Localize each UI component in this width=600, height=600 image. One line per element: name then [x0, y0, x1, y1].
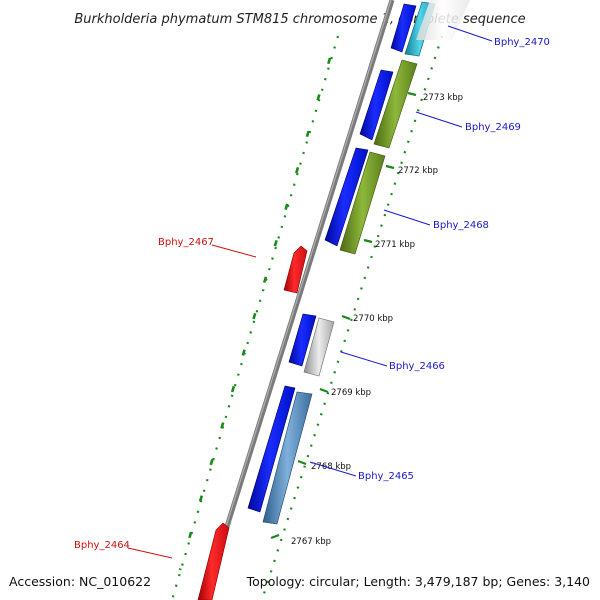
- gene-label-bphy-2464[interactable]: Bphy_2464: [74, 540, 130, 551]
- gene-bphy-2466[interactable]: [303, 317, 335, 377]
- gene-label-bphy-2466[interactable]: Bphy_2466: [389, 361, 445, 372]
- scale-label: 2768 kbp: [311, 462, 351, 472]
- scale-label: 2770 kbp: [353, 314, 393, 324]
- summary-text: Topology: circular; Length: 3,479,187 bp…: [246, 574, 590, 589]
- gene-bphy-2466-fwd[interactable]: [288, 313, 317, 367]
- gene-bphy-2465[interactable]: [262, 391, 313, 525]
- scale-label: 2767 kbp: [291, 537, 331, 547]
- gene-bphy-2464[interactable]: [197, 522, 230, 600]
- gene-label-bphy-2468[interactable]: Bphy_2468: [433, 220, 489, 231]
- scale-ticks: [270, 91, 417, 540]
- gene-bphy-2469[interactable]: [373, 59, 418, 149]
- outer-major-ticks: [178, 57, 332, 571]
- gene-label-bphy-2467[interactable]: Bphy_2467: [158, 237, 214, 248]
- gene-label-bphy-2465[interactable]: Bphy_2465: [358, 471, 414, 482]
- gene-bphy-2467[interactable]: [283, 245, 308, 294]
- gene-bphy-2470-fwd[interactable]: [390, 3, 417, 53]
- gene-label-bphy-2469[interactable]: Bphy_2469: [465, 122, 521, 133]
- backbone-highlight: [202, 0, 392, 600]
- gene-bphy-2468[interactable]: [339, 151, 386, 255]
- gene-bphy-2468-fwd[interactable]: [324, 147, 369, 247]
- gene-label-bphy-2470[interactable]: Bphy_2470: [494, 37, 550, 48]
- scale-label: 2771 kbp: [375, 240, 415, 250]
- scale-label: 2769 kbp: [331, 388, 371, 398]
- scale-label: 2772 kbp: [398, 166, 438, 176]
- scale-label: 2773 kbp: [423, 93, 463, 103]
- label-highlight-band: [416, 0, 470, 40]
- gene-bphy-2469-fwd[interactable]: [359, 69, 394, 141]
- accession-text: Accession: NC_010622: [9, 574, 151, 589]
- gene-bphy-2465-fwd[interactable]: [247, 385, 296, 513]
- reverse-leader-lines: [127, 244, 257, 559]
- chromosome-backbone: [201, 0, 395, 600]
- forward-leader-lines: [309, 25, 493, 477]
